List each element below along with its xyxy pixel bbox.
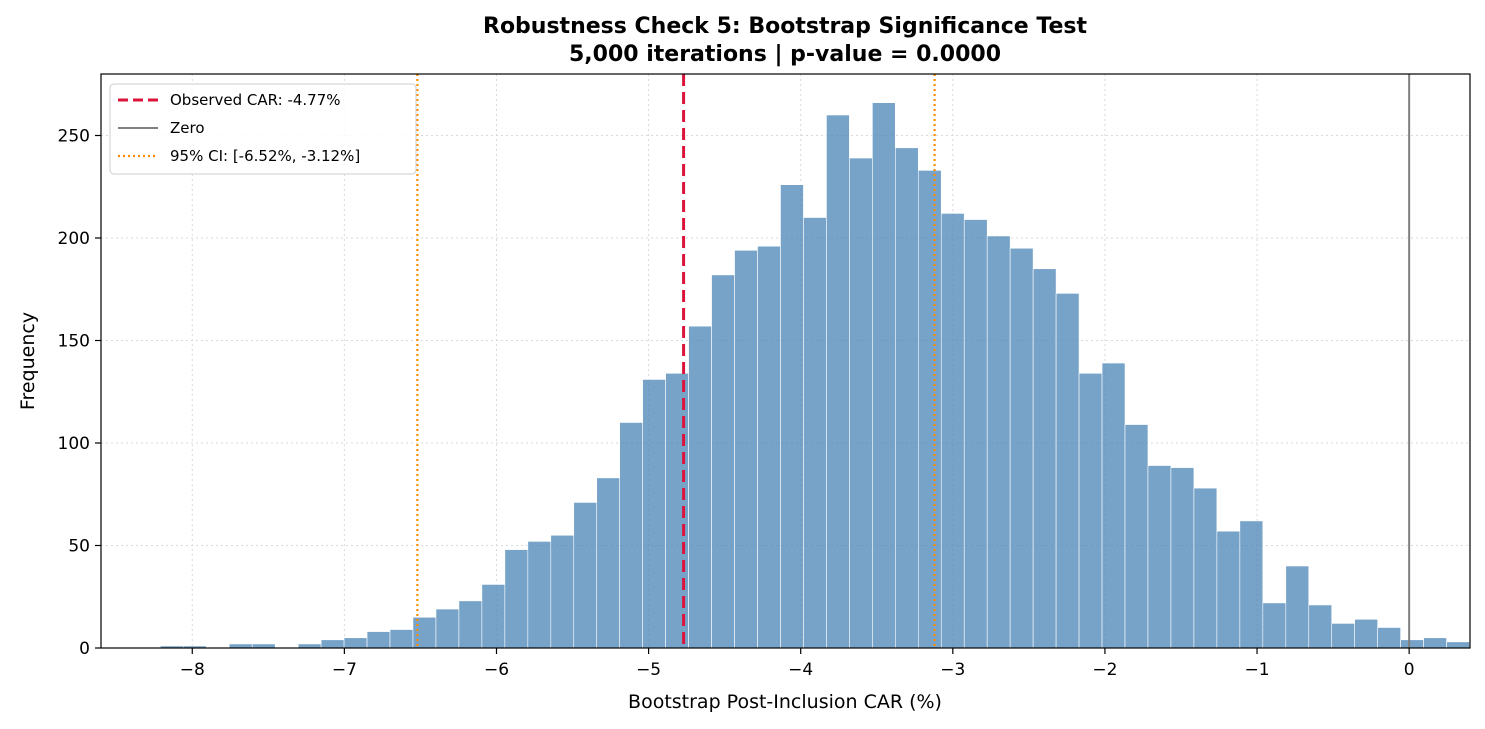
x-tick-label: −8 xyxy=(180,660,205,680)
histogram-bar xyxy=(1262,602,1287,649)
histogram-bar xyxy=(481,584,506,649)
x-tick-label: −1 xyxy=(1245,660,1270,680)
x-tick-label: −6 xyxy=(484,660,509,680)
x-tick-label: −4 xyxy=(788,660,813,680)
x-tick-label: −7 xyxy=(332,660,357,680)
histogram-bar xyxy=(1078,372,1103,649)
histogram-bars xyxy=(160,102,1470,649)
histogram-bar xyxy=(504,549,529,649)
histogram-bar xyxy=(1400,639,1424,649)
y-tick-label: 200 xyxy=(58,229,90,249)
y-tick-label: 50 xyxy=(68,537,90,557)
histogram-bar xyxy=(435,608,460,649)
histogram-bar xyxy=(917,170,942,649)
histogram-bar xyxy=(228,643,253,649)
histogram-bar xyxy=(642,379,666,649)
histogram-bar xyxy=(1354,618,1378,649)
histogram-bar xyxy=(1193,487,1218,649)
histogram-bar xyxy=(1423,637,1447,649)
legend-label-zero: Zero xyxy=(170,119,205,137)
histogram-bar xyxy=(458,600,483,649)
y-axis-label: Frequency xyxy=(17,312,39,410)
histogram-bar xyxy=(986,235,1011,649)
legend: Observed CAR: -4.77% Zero 95% CI: [-6.52… xyxy=(109,83,417,175)
histogram-bar xyxy=(550,534,575,649)
histogram-bar xyxy=(711,274,735,649)
x-axis-ticks: −8 −7 −6 −5 −4 −3 −2 −1 0 xyxy=(180,648,1415,680)
histogram-bar xyxy=(1446,641,1470,649)
histogram-bar xyxy=(1377,627,1401,649)
x-tick-label: −3 xyxy=(940,660,965,680)
histogram-bar xyxy=(527,541,552,649)
histogram-bar xyxy=(1239,520,1264,649)
x-tick-label: 0 xyxy=(1404,660,1415,680)
histogram-bar xyxy=(366,631,391,649)
legend-label-ci: 95% CI: [-6.52%, -3.12%] xyxy=(170,147,360,165)
histogram-bar xyxy=(412,616,437,649)
x-tick-label: −2 xyxy=(1092,660,1117,680)
x-axis-label: Bootstrap Post-Inclusion CAR (%) xyxy=(628,691,942,713)
y-axis-ticks: 0 50 100 150 200 250 xyxy=(58,127,101,659)
y-tick-label: 100 xyxy=(58,434,90,454)
histogram-bar xyxy=(1285,565,1310,649)
histogram-bar xyxy=(1216,530,1241,649)
histogram-bar xyxy=(251,643,276,649)
histogram-bar xyxy=(940,213,965,649)
chart-title: Robustness Check 5: Bootstrap Significan… xyxy=(483,14,1087,39)
reference-lines xyxy=(416,74,1411,648)
x-tick-label: −5 xyxy=(636,660,661,680)
histogram-bar xyxy=(688,325,712,649)
histogram-bar xyxy=(1124,424,1149,649)
histogram-bar xyxy=(573,502,598,649)
histogram-bar xyxy=(826,114,850,649)
histogram-bar xyxy=(389,629,414,649)
legend-box xyxy=(109,83,417,175)
histogram-bar xyxy=(963,219,988,649)
legend-label-observed: Observed CAR: -4.77% xyxy=(170,91,341,109)
histogram-bar xyxy=(872,102,896,649)
histogram-bar xyxy=(1308,604,1333,649)
histogram-bar xyxy=(734,250,758,649)
histogram-bar xyxy=(297,643,322,649)
histogram-bar xyxy=(1055,293,1080,649)
chart-subtitle: 5,000 iterations | p-value = 0.0000 xyxy=(569,42,1001,67)
histogram-bar xyxy=(320,639,345,649)
histogram-bar xyxy=(1101,362,1126,649)
histogram-bar xyxy=(803,217,827,649)
histogram-bar xyxy=(1331,623,1355,649)
y-tick-label: 150 xyxy=(58,332,90,352)
histogram-bar xyxy=(780,184,804,649)
y-tick-label: 250 xyxy=(58,127,90,147)
histogram-bar xyxy=(665,372,689,649)
histogram-bar xyxy=(757,245,781,649)
histogram-bar xyxy=(849,157,873,649)
histogram-bar xyxy=(1147,465,1172,649)
histogram-bar xyxy=(1032,268,1057,649)
histogram-bar xyxy=(1009,247,1034,649)
histogram-bar xyxy=(619,422,643,649)
histogram-bar xyxy=(596,477,620,649)
plot-frame xyxy=(100,73,1471,649)
histogram-bar xyxy=(895,147,919,649)
histogram-bar xyxy=(1170,467,1195,649)
y-tick-label: 0 xyxy=(79,639,90,659)
histogram-bar xyxy=(343,637,368,649)
